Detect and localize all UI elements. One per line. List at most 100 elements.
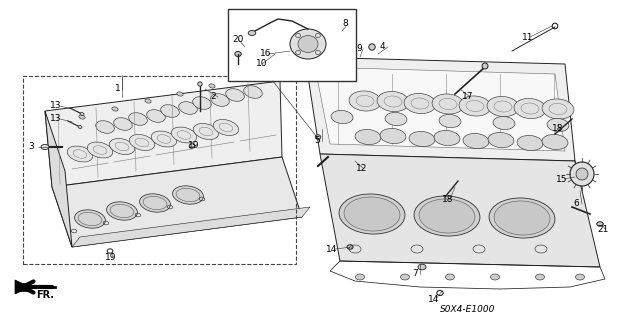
Ellipse shape xyxy=(244,86,262,98)
Text: 4: 4 xyxy=(380,42,386,51)
Ellipse shape xyxy=(78,126,82,129)
Ellipse shape xyxy=(193,97,211,109)
Ellipse shape xyxy=(418,264,426,270)
Polygon shape xyxy=(315,67,565,151)
Ellipse shape xyxy=(213,120,239,136)
Ellipse shape xyxy=(493,116,515,130)
Ellipse shape xyxy=(432,94,464,114)
Text: 5: 5 xyxy=(314,137,320,145)
Text: 17: 17 xyxy=(462,93,474,101)
Ellipse shape xyxy=(542,134,568,150)
Bar xyxy=(23,76,296,264)
Ellipse shape xyxy=(419,199,475,233)
Text: 12: 12 xyxy=(356,165,367,174)
Ellipse shape xyxy=(226,89,244,101)
Ellipse shape xyxy=(151,131,177,147)
Ellipse shape xyxy=(349,91,381,111)
Ellipse shape xyxy=(109,138,134,154)
Text: 18: 18 xyxy=(552,124,563,133)
Ellipse shape xyxy=(114,118,132,130)
Text: 20: 20 xyxy=(232,34,243,43)
Ellipse shape xyxy=(377,92,409,112)
Ellipse shape xyxy=(459,96,491,116)
Text: 2: 2 xyxy=(210,93,216,101)
Text: 19: 19 xyxy=(188,142,200,151)
Ellipse shape xyxy=(489,198,555,238)
Text: 11: 11 xyxy=(522,33,534,41)
Ellipse shape xyxy=(298,35,318,53)
Ellipse shape xyxy=(542,99,574,119)
Ellipse shape xyxy=(147,110,165,122)
Text: 13: 13 xyxy=(50,101,61,110)
Ellipse shape xyxy=(145,99,151,103)
Ellipse shape xyxy=(41,145,49,150)
Ellipse shape xyxy=(79,115,85,119)
Ellipse shape xyxy=(129,113,147,125)
Text: 15: 15 xyxy=(556,174,568,183)
Ellipse shape xyxy=(355,130,381,145)
Ellipse shape xyxy=(173,186,204,204)
Polygon shape xyxy=(570,162,594,186)
Text: 8: 8 xyxy=(342,19,348,28)
Text: 21: 21 xyxy=(597,225,609,234)
Ellipse shape xyxy=(344,197,400,231)
Ellipse shape xyxy=(248,31,256,35)
Text: 13: 13 xyxy=(50,115,61,123)
Ellipse shape xyxy=(401,274,410,280)
Polygon shape xyxy=(15,283,30,291)
Ellipse shape xyxy=(404,93,436,114)
Ellipse shape xyxy=(129,135,155,151)
Polygon shape xyxy=(28,286,56,288)
Ellipse shape xyxy=(434,130,460,145)
Ellipse shape xyxy=(517,136,543,151)
Ellipse shape xyxy=(490,274,499,280)
Polygon shape xyxy=(52,157,302,247)
Ellipse shape xyxy=(75,210,106,228)
Polygon shape xyxy=(305,57,575,161)
Ellipse shape xyxy=(107,202,138,220)
Polygon shape xyxy=(320,154,600,267)
Ellipse shape xyxy=(487,96,519,116)
Ellipse shape xyxy=(576,168,588,180)
Ellipse shape xyxy=(209,84,215,88)
Text: S0X4-E1000: S0X4-E1000 xyxy=(440,305,496,314)
Polygon shape xyxy=(45,111,72,247)
Ellipse shape xyxy=(172,127,196,143)
Ellipse shape xyxy=(575,274,584,280)
Ellipse shape xyxy=(211,94,229,106)
Text: FR.: FR. xyxy=(36,290,54,300)
Ellipse shape xyxy=(355,274,365,280)
Ellipse shape xyxy=(445,274,454,280)
Ellipse shape xyxy=(339,194,405,234)
Text: 9: 9 xyxy=(356,44,362,54)
Text: 14: 14 xyxy=(428,294,440,303)
Ellipse shape xyxy=(140,194,170,212)
Polygon shape xyxy=(45,81,282,187)
Ellipse shape xyxy=(87,142,113,158)
Ellipse shape xyxy=(369,44,375,50)
Text: 3: 3 xyxy=(28,143,34,152)
Ellipse shape xyxy=(315,135,321,139)
Ellipse shape xyxy=(494,201,550,235)
Ellipse shape xyxy=(514,99,546,119)
Text: 1: 1 xyxy=(115,85,121,93)
Text: 16: 16 xyxy=(260,49,271,58)
Ellipse shape xyxy=(439,115,461,128)
Ellipse shape xyxy=(80,113,84,115)
Ellipse shape xyxy=(112,107,118,111)
Ellipse shape xyxy=(596,222,604,226)
Text: 6: 6 xyxy=(573,199,579,209)
Ellipse shape xyxy=(463,133,489,149)
Ellipse shape xyxy=(414,196,480,236)
Ellipse shape xyxy=(177,92,183,96)
Ellipse shape xyxy=(482,63,488,69)
Ellipse shape xyxy=(488,132,514,148)
Ellipse shape xyxy=(331,110,353,123)
Ellipse shape xyxy=(161,105,179,117)
Text: 14: 14 xyxy=(326,244,337,254)
Text: 18: 18 xyxy=(442,195,454,204)
Polygon shape xyxy=(15,280,30,294)
Ellipse shape xyxy=(547,118,569,131)
Ellipse shape xyxy=(290,29,326,59)
Ellipse shape xyxy=(536,274,545,280)
